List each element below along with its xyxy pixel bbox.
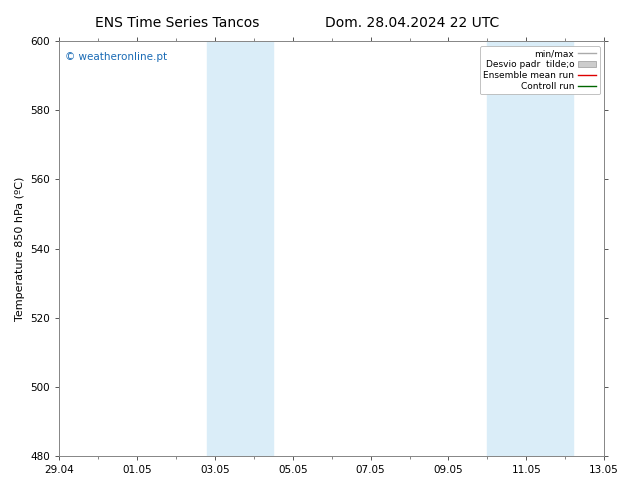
Text: © weatheronline.pt: © weatheronline.pt <box>65 51 167 62</box>
Legend: min/max, Desvio padr  tilde;o, Ensemble mean run, Controll run: min/max, Desvio padr tilde;o, Ensemble m… <box>480 46 600 95</box>
Bar <box>488 41 573 456</box>
Text: ENS Time Series Tancos: ENS Time Series Tancos <box>95 16 260 30</box>
Y-axis label: Temperature 850 hPa (ºC): Temperature 850 hPa (ºC) <box>15 176 25 321</box>
Bar <box>207 41 273 456</box>
Text: Dom. 28.04.2024 22 UTC: Dom. 28.04.2024 22 UTC <box>325 16 499 30</box>
